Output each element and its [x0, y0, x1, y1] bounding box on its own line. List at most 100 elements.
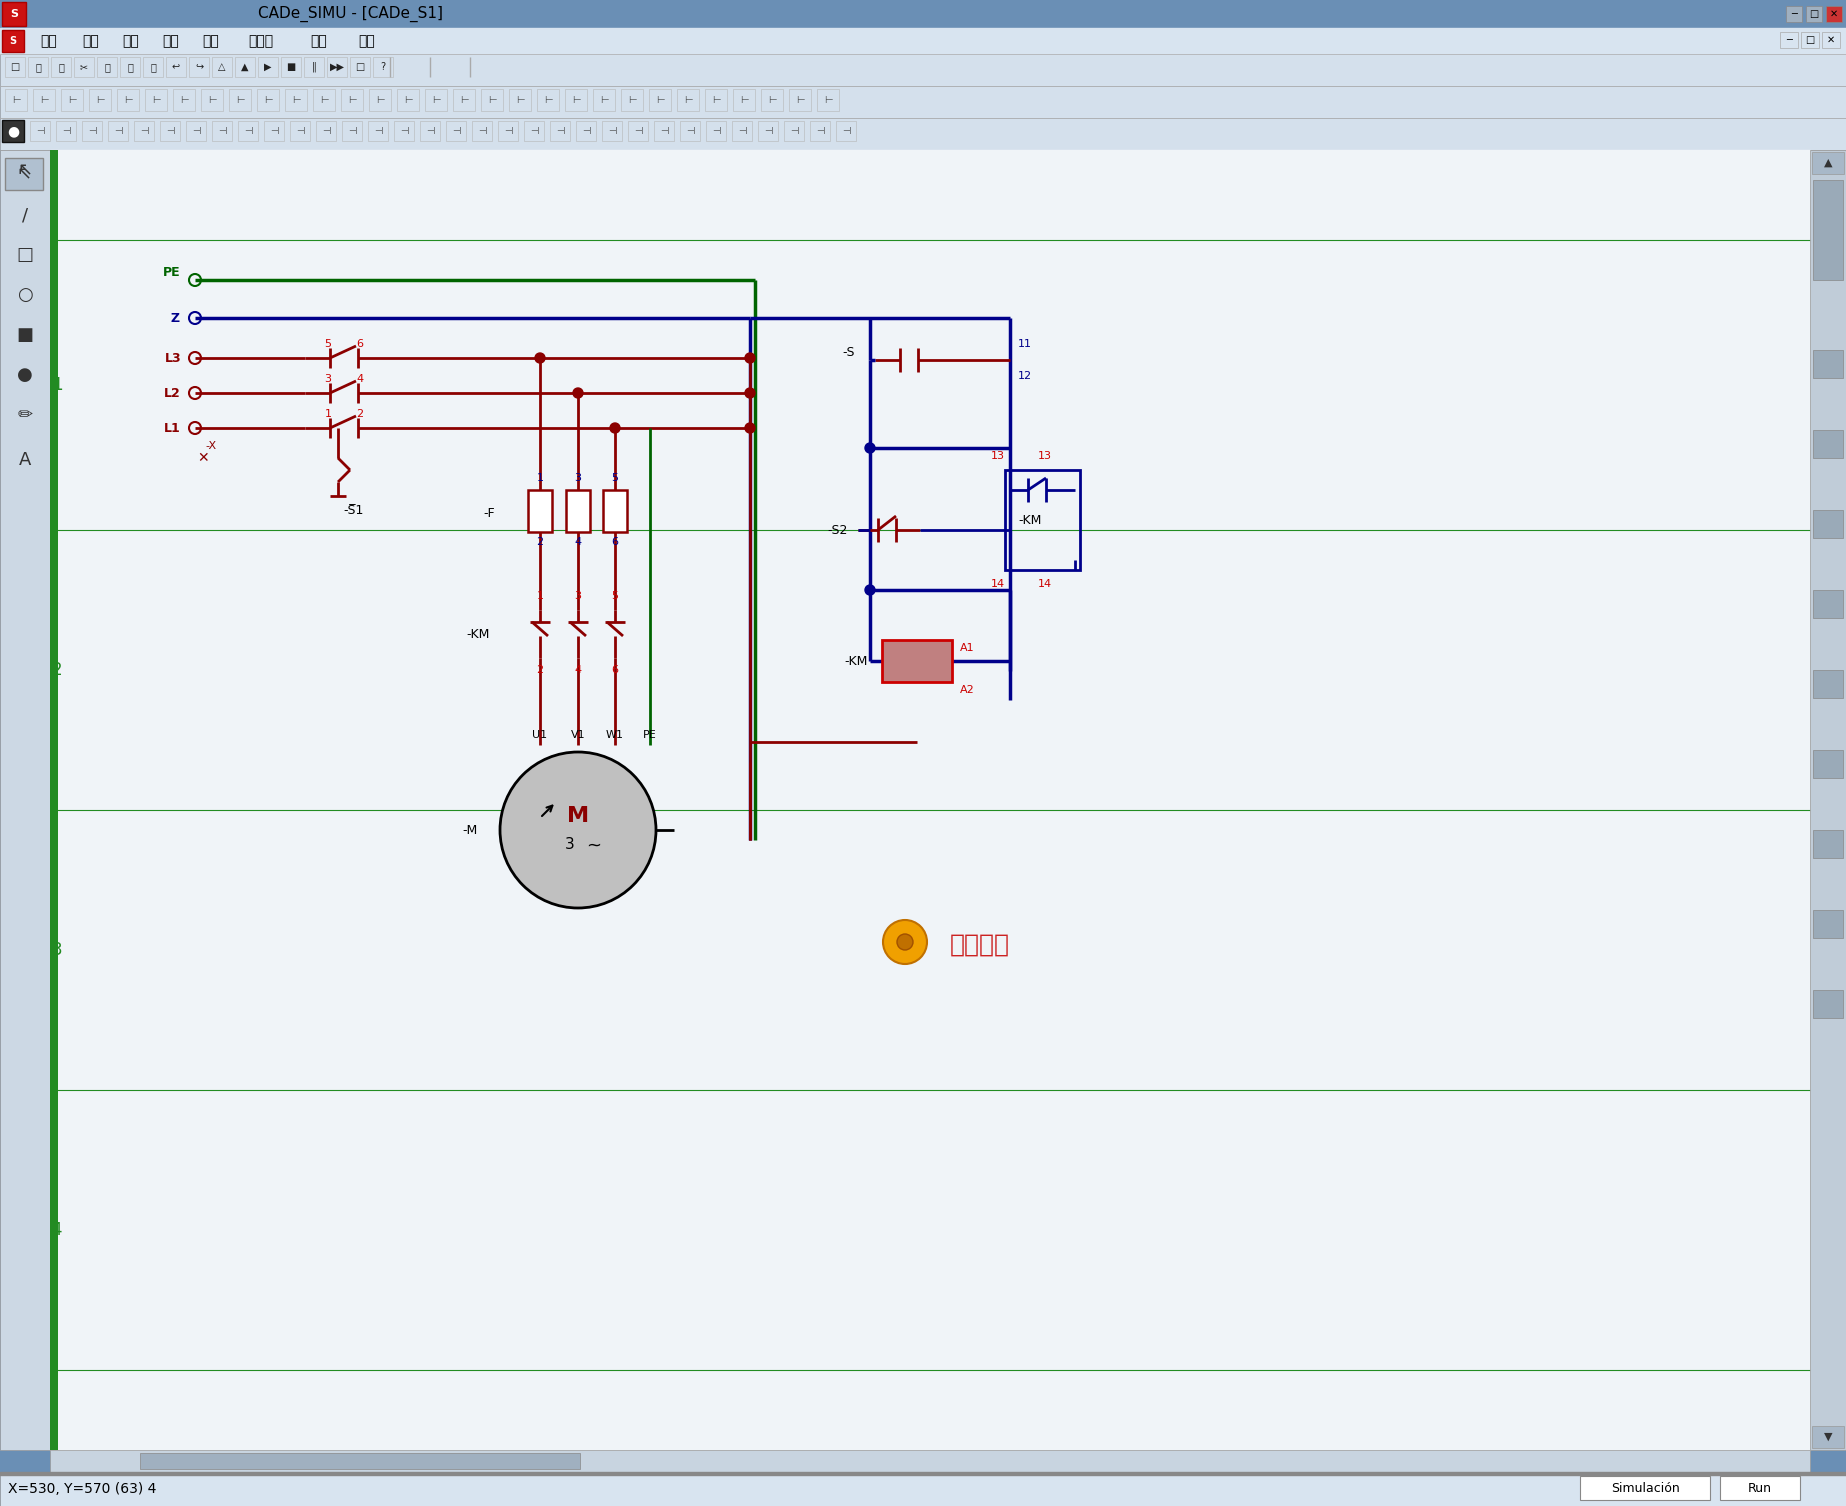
Text: ⊣: ⊣: [452, 127, 460, 136]
Bar: [33, 89, 55, 111]
Text: ⊢: ⊢: [236, 95, 244, 105]
Text: ⊢: ⊢: [432, 95, 439, 105]
Bar: [1813, 910, 1842, 938]
Text: ⊣: ⊣: [816, 127, 825, 136]
Text: ⊢: ⊢: [823, 95, 833, 105]
Bar: [0, 1471, 1846, 1506]
Bar: [238, 120, 258, 142]
Bar: [705, 89, 727, 111]
Bar: [593, 89, 615, 111]
Text: ⊣: ⊣: [35, 127, 44, 136]
Bar: [759, 120, 777, 142]
Bar: [2, 30, 24, 53]
Bar: [1580, 1476, 1709, 1500]
Bar: [369, 89, 391, 111]
Text: 3: 3: [325, 373, 332, 384]
Bar: [1802, 32, 1818, 48]
Bar: [0, 1471, 1846, 1474]
Text: -X: -X: [205, 441, 216, 450]
Bar: [447, 120, 465, 142]
Bar: [264, 120, 284, 142]
Text: 11: 11: [1017, 339, 1032, 349]
Bar: [1813, 511, 1842, 538]
Text: ⊢: ⊢: [487, 95, 497, 105]
Circle shape: [746, 423, 755, 434]
Text: 🔍: 🔍: [127, 62, 133, 72]
Text: ⊣: ⊣: [504, 127, 511, 136]
Bar: [604, 489, 628, 532]
Bar: [284, 89, 306, 111]
Bar: [705, 120, 725, 142]
Bar: [628, 120, 648, 142]
Text: ⊢: ⊢: [572, 95, 580, 105]
Bar: [316, 120, 336, 142]
Text: ⊢: ⊢: [11, 95, 20, 105]
Text: ⊢: ⊢: [347, 95, 356, 105]
Bar: [1813, 1426, 1844, 1447]
Bar: [98, 57, 116, 77]
Bar: [602, 120, 622, 142]
Bar: [393, 120, 414, 142]
Text: ⊢: ⊢: [713, 95, 720, 105]
Text: 6: 6: [611, 538, 618, 547]
Bar: [733, 89, 755, 111]
Text: ⊢: ⊢: [545, 95, 552, 105]
Text: 帮助: 帮助: [358, 35, 375, 48]
Text: ⊢: ⊢: [768, 95, 777, 105]
Bar: [342, 89, 364, 111]
Text: -KM: -KM: [467, 628, 489, 640]
Circle shape: [866, 584, 875, 595]
Text: 14: 14: [991, 578, 1004, 589]
Text: 1: 1: [325, 410, 332, 419]
Text: ⊢: ⊢: [41, 95, 48, 105]
Text: ⊢: ⊢: [515, 95, 524, 105]
Text: ⊣: ⊣: [270, 127, 279, 136]
Text: □: □: [1809, 9, 1818, 20]
Text: ✏: ✏: [17, 407, 33, 425]
Text: ⊣: ⊣: [401, 127, 408, 136]
Text: ▶▶: ▶▶: [329, 62, 345, 72]
Text: -KM: -KM: [1019, 514, 1041, 527]
Text: 3: 3: [52, 941, 63, 959]
Bar: [397, 89, 419, 111]
Circle shape: [897, 934, 914, 950]
Bar: [810, 120, 831, 142]
Bar: [788, 89, 810, 111]
Bar: [116, 89, 138, 111]
Text: ●: ●: [17, 366, 33, 384]
Bar: [174, 89, 196, 111]
Text: ↖: ↖: [17, 161, 33, 179]
Bar: [1780, 32, 1798, 48]
Bar: [234, 57, 255, 77]
Text: ⊣: ⊣: [244, 127, 253, 136]
Text: ↩: ↩: [172, 62, 181, 72]
Text: A: A: [18, 450, 31, 468]
Text: ⊢: ⊢: [796, 95, 805, 105]
Text: Simulación: Simulación: [1610, 1482, 1680, 1494]
Bar: [186, 120, 207, 142]
Text: △: △: [218, 62, 225, 72]
Bar: [28, 57, 48, 77]
Text: 2: 2: [537, 538, 543, 547]
Text: ○: ○: [17, 286, 33, 304]
Bar: [509, 89, 532, 111]
Bar: [6, 89, 28, 111]
Bar: [550, 120, 570, 142]
Text: 5: 5: [611, 473, 618, 483]
Bar: [0, 54, 1846, 86]
Text: ?: ?: [380, 62, 386, 72]
Bar: [677, 89, 700, 111]
Text: -S: -S: [842, 345, 855, 358]
Bar: [0, 151, 50, 1450]
Text: ⊢: ⊢: [655, 95, 665, 105]
Bar: [6, 57, 26, 77]
Bar: [836, 120, 857, 142]
Text: L2: L2: [164, 387, 181, 399]
Text: ▶: ▶: [264, 62, 271, 72]
Bar: [498, 120, 519, 142]
Bar: [55, 120, 76, 142]
Bar: [425, 89, 447, 111]
Bar: [89, 89, 111, 111]
Bar: [2, 2, 26, 26]
Bar: [1809, 151, 1846, 1450]
